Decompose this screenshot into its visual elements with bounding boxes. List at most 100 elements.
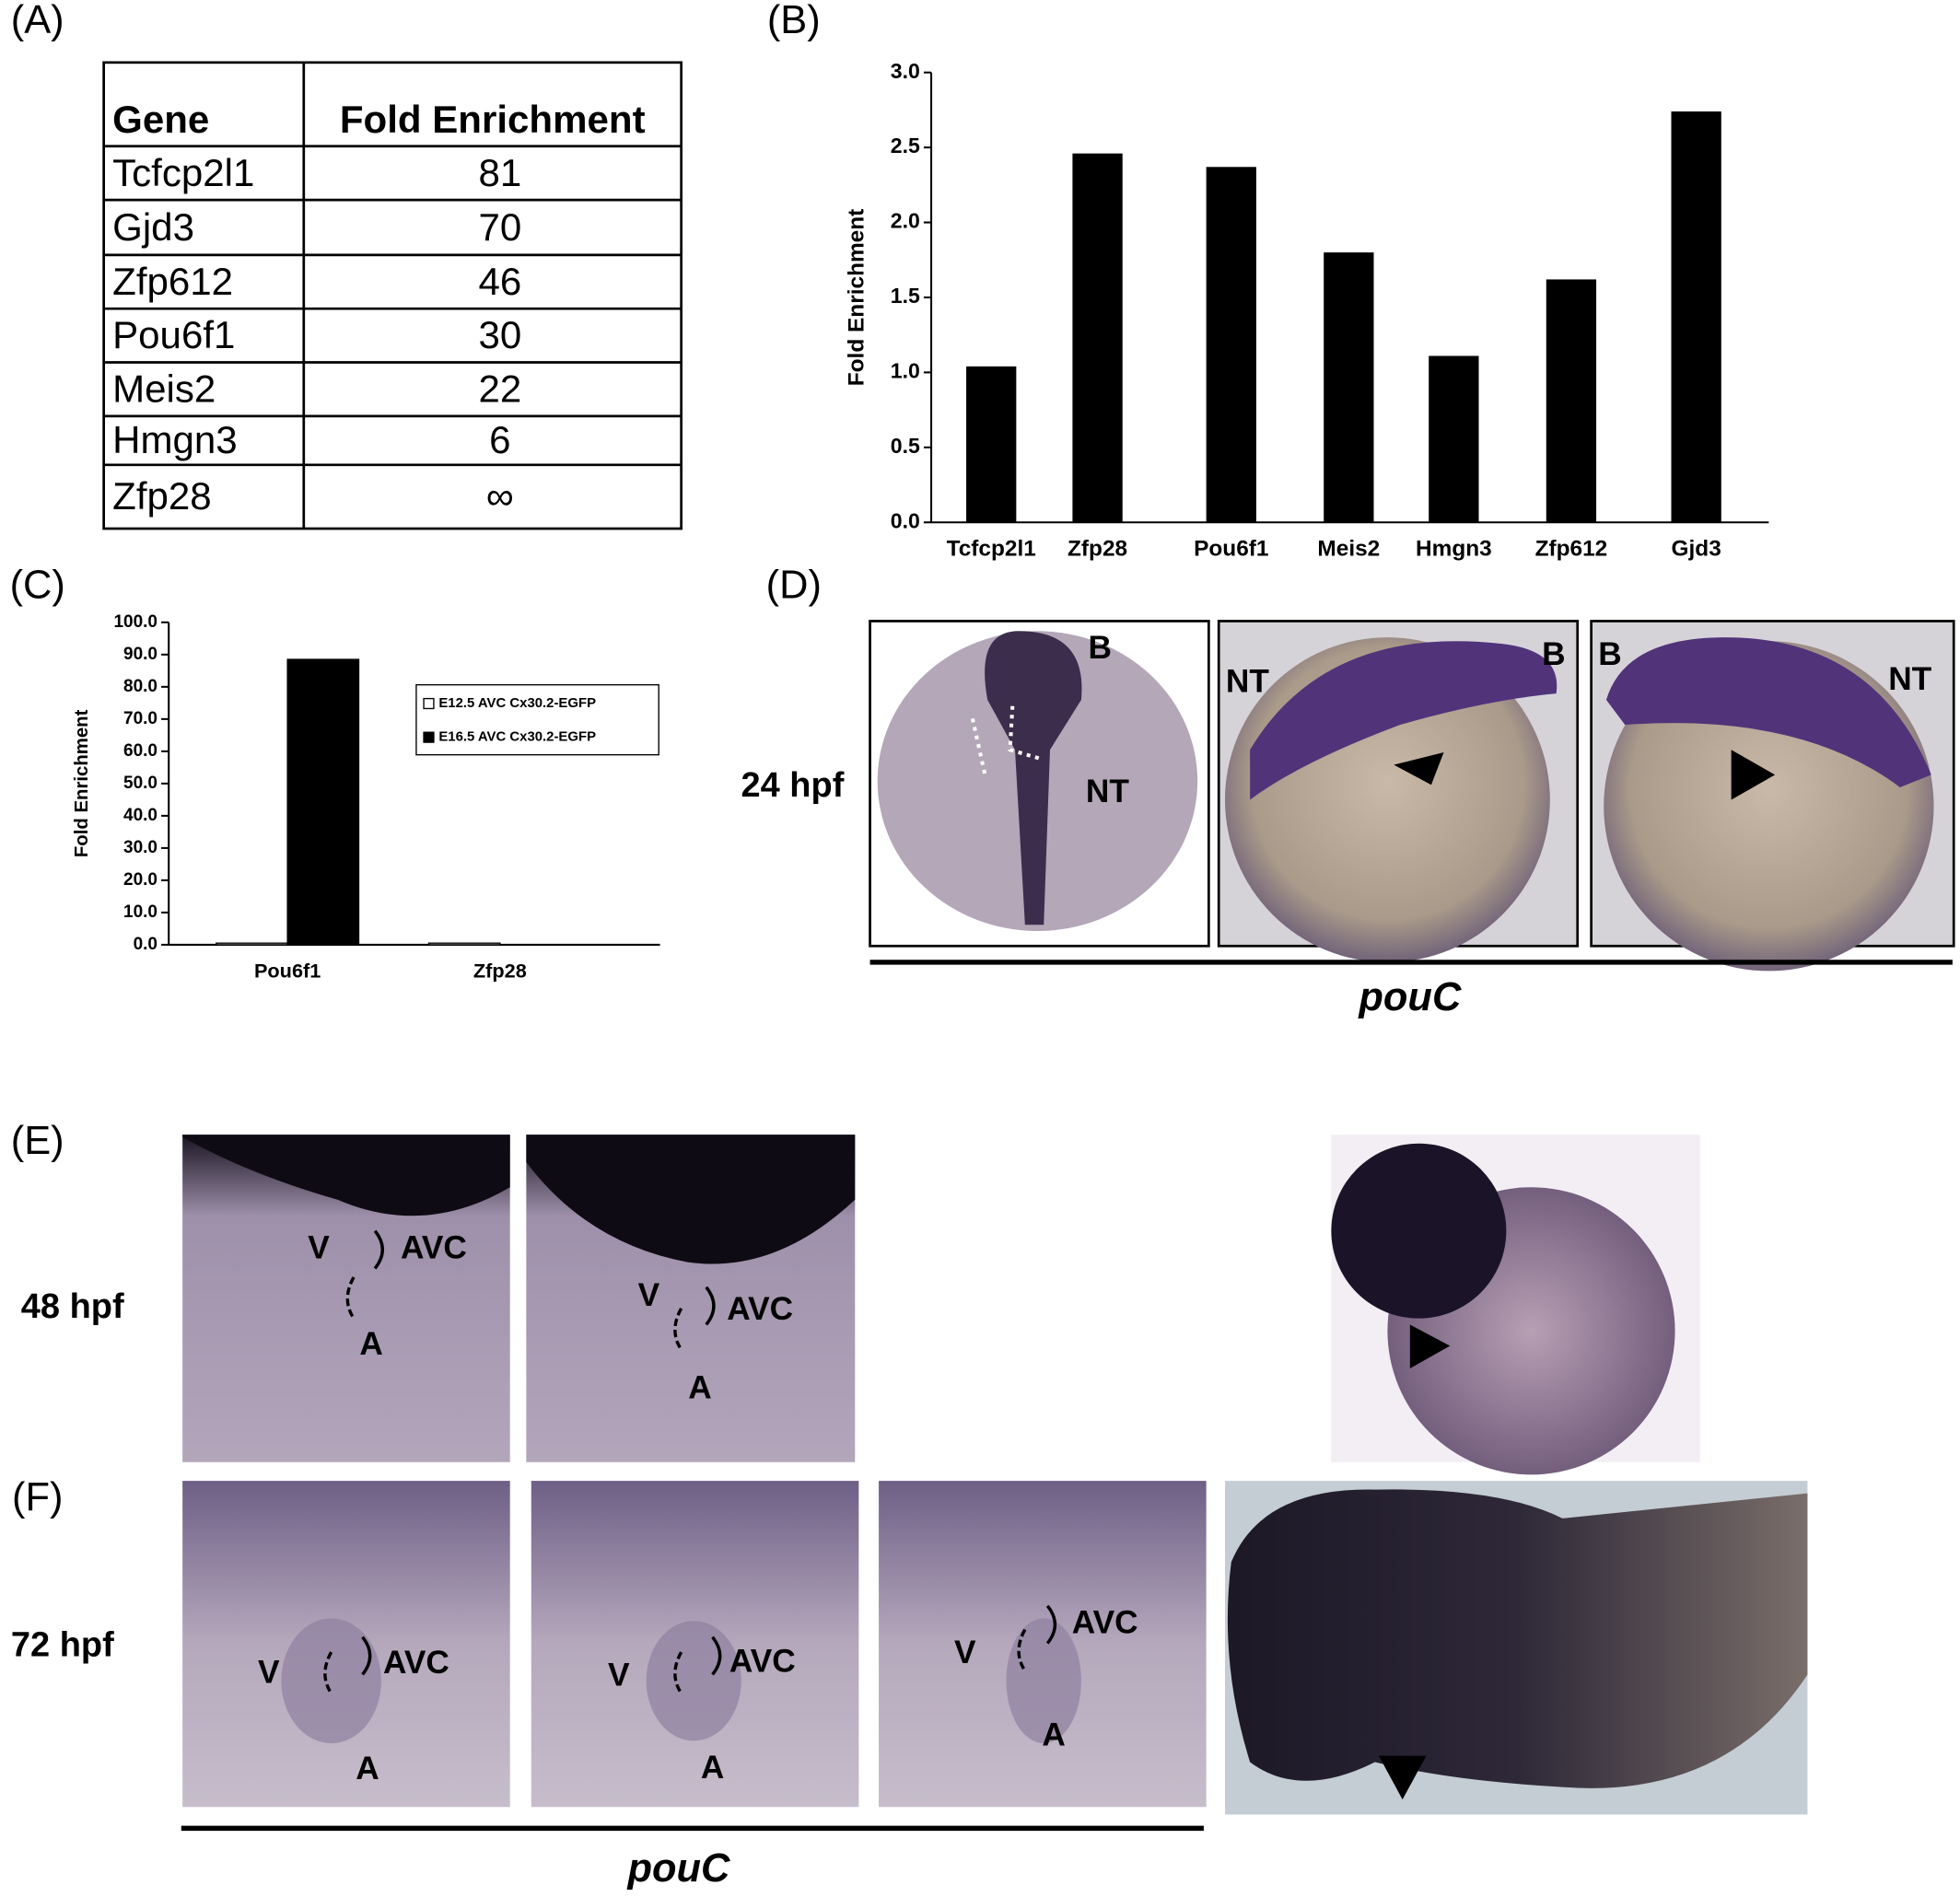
y-tick-label: 60.0 [123,741,158,761]
bar [1206,167,1256,523]
bar [1429,355,1479,523]
panel-f-images [181,1481,1808,1832]
table-cell: 46 [478,260,521,303]
legend-swatch [423,697,435,710]
image-label: B [1598,636,1621,672]
y-tick-label: 70.0 [123,709,158,728]
y-tick-label: 10.0 [123,902,158,922]
table-cell: Gjd3 [112,205,194,249]
y-tick-label: 100.0 [113,612,158,632]
bracket [1017,1628,1027,1672]
image-label: V [954,1635,976,1670]
bracket [673,1651,683,1694]
bracket [373,1229,384,1270]
bracket [711,1635,722,1676]
image-label: A [356,1751,379,1786]
image-label: AVC [727,1291,793,1327]
stage-label: 24 hpf [741,766,844,805]
y-tick-label: 50.0 [123,774,158,793]
image-label: A [701,1750,724,1786]
legend-label: E16.5 AVC Cx30.2-EGFP [438,729,596,745]
image-label: NT [1086,774,1129,809]
table-cell: ∞ [486,474,514,518]
image-label: AVC [729,1644,796,1680]
image-label: B [1542,636,1565,672]
bracket [323,1651,333,1694]
bar [427,942,501,946]
bar [1671,111,1721,523]
image-label: A [1042,1717,1065,1753]
gene-label: pouC [1358,975,1462,1019]
y-tick-label: 2.5 [891,134,920,157]
bar [966,366,1017,523]
stage-label: 72 hpf [11,1626,114,1665]
panel-e-images [182,1135,1700,1475]
bracket [1045,1604,1057,1645]
bar [286,658,360,946]
panel-label: (D) [766,563,822,607]
image-label: NT [1888,661,1931,697]
image-label: V [258,1655,280,1691]
image-label: A [688,1369,711,1405]
table-header: Gene [112,98,209,141]
y-tick-label: 3.0 [891,59,920,83]
table-cell: 70 [478,205,521,249]
y-tick-label: 1.0 [891,358,920,382]
y-tick-label: 40.0 [123,806,158,825]
table-cell: 81 [478,151,521,194]
image-label: AVC [1072,1604,1138,1640]
image-label: V [608,1657,630,1693]
bracket [673,1308,683,1351]
bracket [345,1276,356,1320]
bar [1072,153,1123,523]
table-frame [102,61,682,530]
image-label: B [1089,630,1112,666]
panel-label: (B) [767,0,821,42]
table-header: Fold Enrichment [340,98,646,141]
y-tick-label: 80.0 [123,677,158,696]
x-tick-label: Meis2 [1317,537,1380,562]
table-cell: 22 [478,367,521,411]
image-label: V [308,1229,330,1265]
bracket [705,1286,716,1326]
table-cell: Zfp28 [112,474,212,518]
x-tick-label: Hmgn3 [1416,537,1492,562]
bracket [361,1635,372,1676]
table-cell: Hmgn3 [112,418,238,461]
table-cell: 6 [489,418,510,461]
y-tick-label: 1.5 [891,284,920,308]
panel-label: (C) [10,563,65,607]
image-label: V [638,1277,660,1313]
image-label: AVC [383,1645,449,1681]
y-tick-label: 0.0 [134,935,158,954]
y-tick-label: 30.0 [123,838,158,857]
table-cell: Pou6f1 [112,313,235,356]
y-tick-label: 90.0 [123,645,158,664]
panel-label: (A) [11,0,64,42]
legend-label: E12.5 AVC Cx30.2-EGFP [438,695,596,711]
panel-d-images [869,620,1955,972]
table-cell: Tcfcp2l1 [112,151,254,194]
table-cell: 30 [478,313,521,356]
x-tick-label: Pou6f1 [254,960,321,983]
x-tick-label: Zfp28 [473,960,527,983]
image-label: A [359,1326,382,1362]
y-axis-title: Fold Enrichment [72,709,92,857]
image-label: NT [1226,664,1269,700]
y-tick-label: 0.0 [891,508,920,532]
bar [216,942,288,946]
x-tick-label: Tcfcp2l1 [947,537,1036,562]
bar [1324,252,1374,523]
y-tick-label: 0.5 [891,434,920,458]
table-cell: Zfp612 [112,260,233,303]
y-axis-title: Fold Enrichment [844,209,869,387]
image-label: AVC [401,1229,467,1265]
panel-label: (E) [11,1119,64,1163]
stage-label: 48 hpf [21,1287,124,1326]
panel-label: (F) [12,1475,63,1519]
legend-swatch [423,731,435,743]
x-tick-label: Zfp612 [1535,537,1608,562]
bar [1546,279,1597,523]
table-cell: Meis2 [112,367,216,411]
